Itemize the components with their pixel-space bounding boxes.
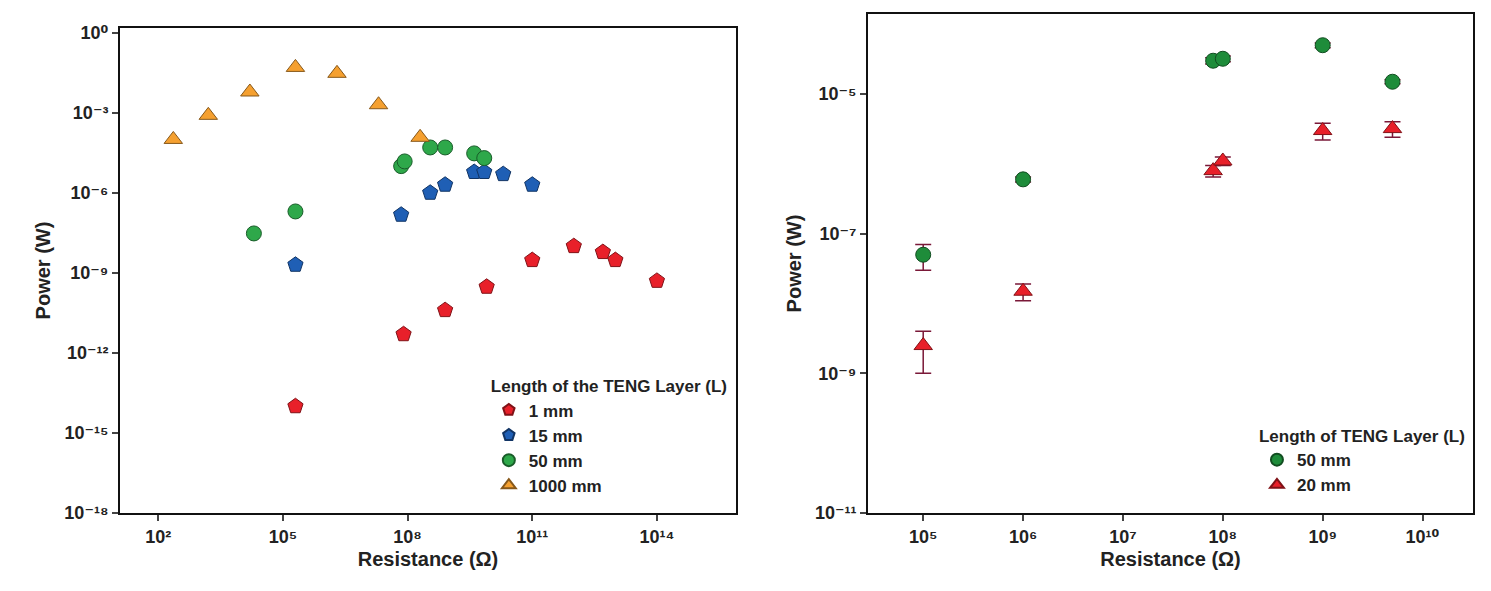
svg-text:10⁻⁵: 10⁻⁵	[818, 84, 856, 104]
svg-text:10⁻¹²: 10⁻¹²	[67, 343, 109, 363]
svg-text:10²: 10²	[145, 527, 171, 547]
svg-text:10⁻⁹: 10⁻⁹	[70, 263, 108, 283]
svg-text:10⁻¹⁸: 10⁻¹⁸	[64, 503, 108, 523]
svg-text:1000 mm: 1000 mm	[529, 477, 602, 496]
svg-text:10¹¹: 10¹¹	[516, 527, 548, 547]
svg-text:1 mm: 1 mm	[529, 402, 573, 421]
svg-text:10⁹: 10⁹	[1308, 527, 1337, 547]
svg-text:10⁻⁷: 10⁻⁷	[819, 224, 856, 244]
svg-text:10⁵: 10⁵	[909, 527, 937, 547]
svg-text:10⁻⁹: 10⁻⁹	[818, 364, 856, 384]
svg-text:Resistance (Ω): Resistance (Ω)	[1100, 548, 1241, 570]
svg-text:10⁸: 10⁸	[1209, 527, 1238, 547]
svg-text:Power (W): Power (W)	[32, 222, 54, 320]
svg-text:10⁵: 10⁵	[269, 527, 297, 547]
svg-text:10⁻¹⁵: 10⁻¹⁵	[64, 423, 108, 443]
svg-text:10⁻⁶: 10⁻⁶	[71, 183, 109, 203]
svg-text:Power (W): Power (W)	[783, 215, 805, 313]
svg-text:10⁰: 10⁰	[80, 23, 108, 43]
svg-text:10⁶: 10⁶	[1009, 527, 1037, 547]
svg-text:Length of the TENG Layer (L): Length of the TENG Layer (L)	[491, 377, 727, 396]
svg-text:10¹⁰: 10¹⁰	[1406, 527, 1440, 547]
svg-text:50 mm: 50 mm	[529, 452, 583, 471]
svg-text:Resistance (Ω): Resistance (Ω)	[358, 548, 499, 570]
svg-text:10⁸: 10⁸	[393, 527, 422, 547]
svg-text:10¹⁴: 10¹⁴	[639, 527, 674, 547]
svg-text:10⁻¹¹: 10⁻¹¹	[815, 503, 857, 523]
svg-text:50 mm: 50 mm	[1297, 451, 1351, 470]
svg-text:15 mm: 15 mm	[529, 427, 583, 446]
svg-text:10⁷: 10⁷	[1109, 527, 1136, 547]
svg-text:Length of TENG Layer (L): Length of TENG Layer (L)	[1259, 427, 1465, 446]
svg-text:20 mm: 20 mm	[1297, 476, 1351, 495]
svg-text:10⁻³: 10⁻³	[73, 103, 109, 123]
